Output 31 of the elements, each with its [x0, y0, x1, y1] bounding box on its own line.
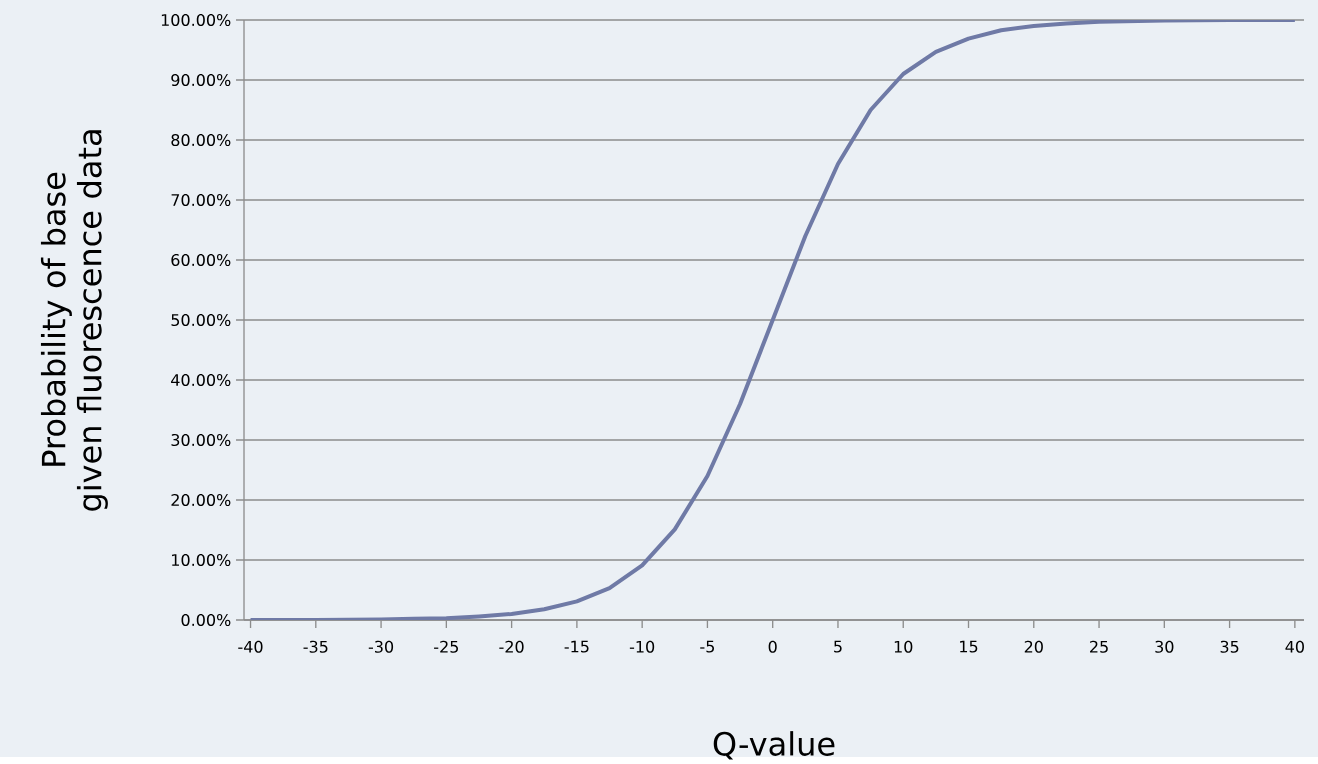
x-tick-label: -35	[303, 640, 328, 653]
x-tick-label: -25	[434, 640, 459, 653]
x-tick-label: -15	[564, 640, 589, 653]
y-tick-label: 100.00%	[161, 13, 231, 27]
y-tick-label: 50.00%	[171, 313, 231, 327]
y-tick-label: 80.00%	[171, 133, 231, 147]
x-tick-label: 25	[1090, 640, 1108, 653]
x-tick-label: -5	[700, 640, 715, 653]
x-tick-label: 35	[1220, 640, 1239, 653]
y-axis-title: Probability of base given fluorescence data	[40, 130, 108, 511]
x-tick-label: -20	[499, 640, 524, 653]
x-axis-title: Q-value	[713, 731, 835, 760]
x-tick-label: 15	[960, 640, 978, 653]
x-tick-label: 0	[768, 640, 777, 653]
y-tick-label: 60.00%	[171, 253, 231, 267]
x-tick-label: 40	[1285, 640, 1304, 653]
x-tick-label: 10	[894, 640, 913, 653]
x-tick-label: -30	[368, 640, 394, 653]
y-tick-label: 20.00%	[171, 493, 231, 507]
x-tick-label: -40	[238, 640, 263, 653]
x-tick-label: 20	[1024, 640, 1043, 653]
y-tick-label: 0.00%	[181, 613, 231, 627]
line-series	[248, 20, 1297, 620]
y-tick-label: 40.00%	[171, 373, 231, 387]
x-tick-label: 30	[1155, 640, 1174, 653]
y-tick-label: 70.00%	[171, 193, 231, 207]
y-tick-label: 30.00%	[171, 433, 231, 447]
x-tick-label: -10	[629, 640, 655, 653]
x-tick-label: 5	[834, 640, 842, 653]
y-tick-label: 90.00%	[171, 73, 231, 87]
y-tick-label: 10.00%	[172, 553, 231, 567]
